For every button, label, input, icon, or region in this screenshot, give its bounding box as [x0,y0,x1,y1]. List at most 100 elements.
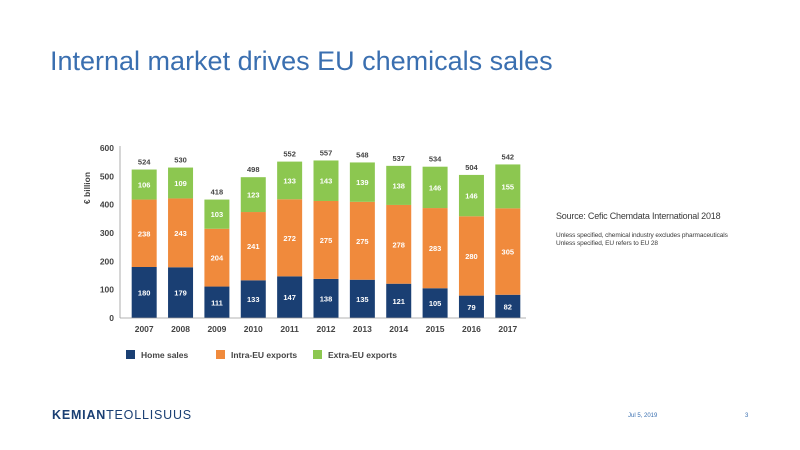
footer-date: Jul 5, 2019 [628,413,658,419]
bar-segment [240,212,266,281]
bar-segment [131,199,157,267]
total-label: 537 [392,154,405,163]
y-tick-label: 0 [109,313,114,323]
data-label: 278 [392,240,405,249]
data-label: 204 [211,254,224,263]
data-label: 82 [504,302,512,311]
data-label: 146 [429,183,442,192]
bar-segment [458,174,484,217]
bar-segment [168,267,194,318]
total-label: 504 [465,163,478,172]
data-label: 135 [356,295,369,304]
data-label: 111 [211,298,223,307]
total-label: 498 [247,165,260,174]
source-block: Source: Cefic Chemdata International 201… [556,211,786,248]
total-label: 548 [356,150,369,159]
x-tick-label: 2010 [244,324,263,334]
data-label: 105 [429,299,442,308]
data-label: 133 [283,176,296,185]
page-number: 3 [745,413,749,419]
legend-swatch [216,350,225,359]
data-label: 146 [465,192,478,201]
bar-segment [277,199,303,277]
data-label: 133 [247,295,260,304]
source-note-pharma: Unless specified, chemical industry excl… [556,232,728,239]
bar-segment [168,198,194,268]
legend-label: Home sales [141,350,189,360]
data-label: 138 [320,294,333,303]
stacked-bar-chart: 0 100 200 300 400 500 600 € billion 180 238 106 524… [82,143,526,360]
total-label: 418 [211,188,224,197]
bar-segment [204,286,230,318]
data-label: 241 [247,242,260,251]
source-note-eu: Unless specified, EU refers to EU 28 [556,240,658,247]
total-label: 530 [174,156,187,165]
bar-segment [386,204,412,284]
data-label: 275 [356,237,369,246]
data-label: 106 [138,181,151,190]
x-tick-label: 2007 [135,324,154,334]
bar-segment [495,208,521,295]
bar-segment [313,160,339,201]
source-notes: Unless specified, chemical industry excl… [556,232,786,248]
bar-segment [168,167,194,199]
data-label: 283 [429,244,442,253]
bar-segment [422,208,448,289]
x-tick-label: 2011 [280,324,299,334]
y-tick-label: 200 [100,256,114,266]
bar-segment [386,283,412,318]
bar-segment [240,280,266,318]
company-logo: KEMIANTEOLLISUUS [52,408,192,422]
bar-segment [349,279,375,318]
bar-segment [240,177,266,213]
logo-text-light: TEOLLISUUS [106,408,192,422]
bar-segment [495,164,521,209]
total-label: 534 [429,155,442,164]
data-label: 155 [502,182,515,191]
x-tick-label: 2014 [389,324,408,334]
data-label: 179 [174,289,187,298]
total-label: 524 [138,158,151,167]
bar-segment [349,162,375,202]
total-label: 552 [283,150,296,159]
total-label: 557 [320,148,333,157]
legend-label: Intra-EU exports [231,350,297,360]
x-tick-label: 2009 [207,324,226,334]
bar-segment [204,228,230,287]
data-label: 79 [467,303,475,312]
x-tick-label: 2013 [353,324,372,334]
legend-swatch [313,350,322,359]
bar-segment [349,201,375,280]
data-label: 147 [283,293,296,302]
logo-text-bold: KEMIAN [52,408,107,422]
bar-segment [458,216,484,296]
data-label: 139 [356,178,369,187]
y-tick-label: 300 [100,228,114,238]
bar-segment [131,169,157,200]
bar-segment [277,161,303,200]
data-label: 272 [283,234,296,243]
data-label: 109 [174,179,187,188]
y-tick-label: 600 [100,143,114,153]
bar-segment [422,166,448,209]
bar-segment [458,295,484,318]
y-tick-label: 100 [100,285,114,295]
x-tick-label: 2008 [171,324,190,334]
x-tick-label: 2015 [426,324,445,334]
data-label: 180 [138,289,151,298]
y-axis-title: € billion [82,172,92,204]
data-label: 103 [211,210,224,219]
data-label: 143 [320,177,333,186]
source-text: Source: Cefic Chemdata International 201… [556,211,721,221]
x-tick-label: 2016 [462,324,481,334]
data-label: 138 [392,181,405,190]
bar-segment [386,165,412,205]
bar-segment [204,199,230,229]
bar-segment [313,278,339,318]
data-label: 280 [465,252,478,261]
x-tick-label: 2012 [317,324,336,334]
data-label: 305 [502,248,515,257]
bar-segment [495,294,521,318]
legend-swatch [126,350,135,359]
data-label: 238 [138,229,151,238]
